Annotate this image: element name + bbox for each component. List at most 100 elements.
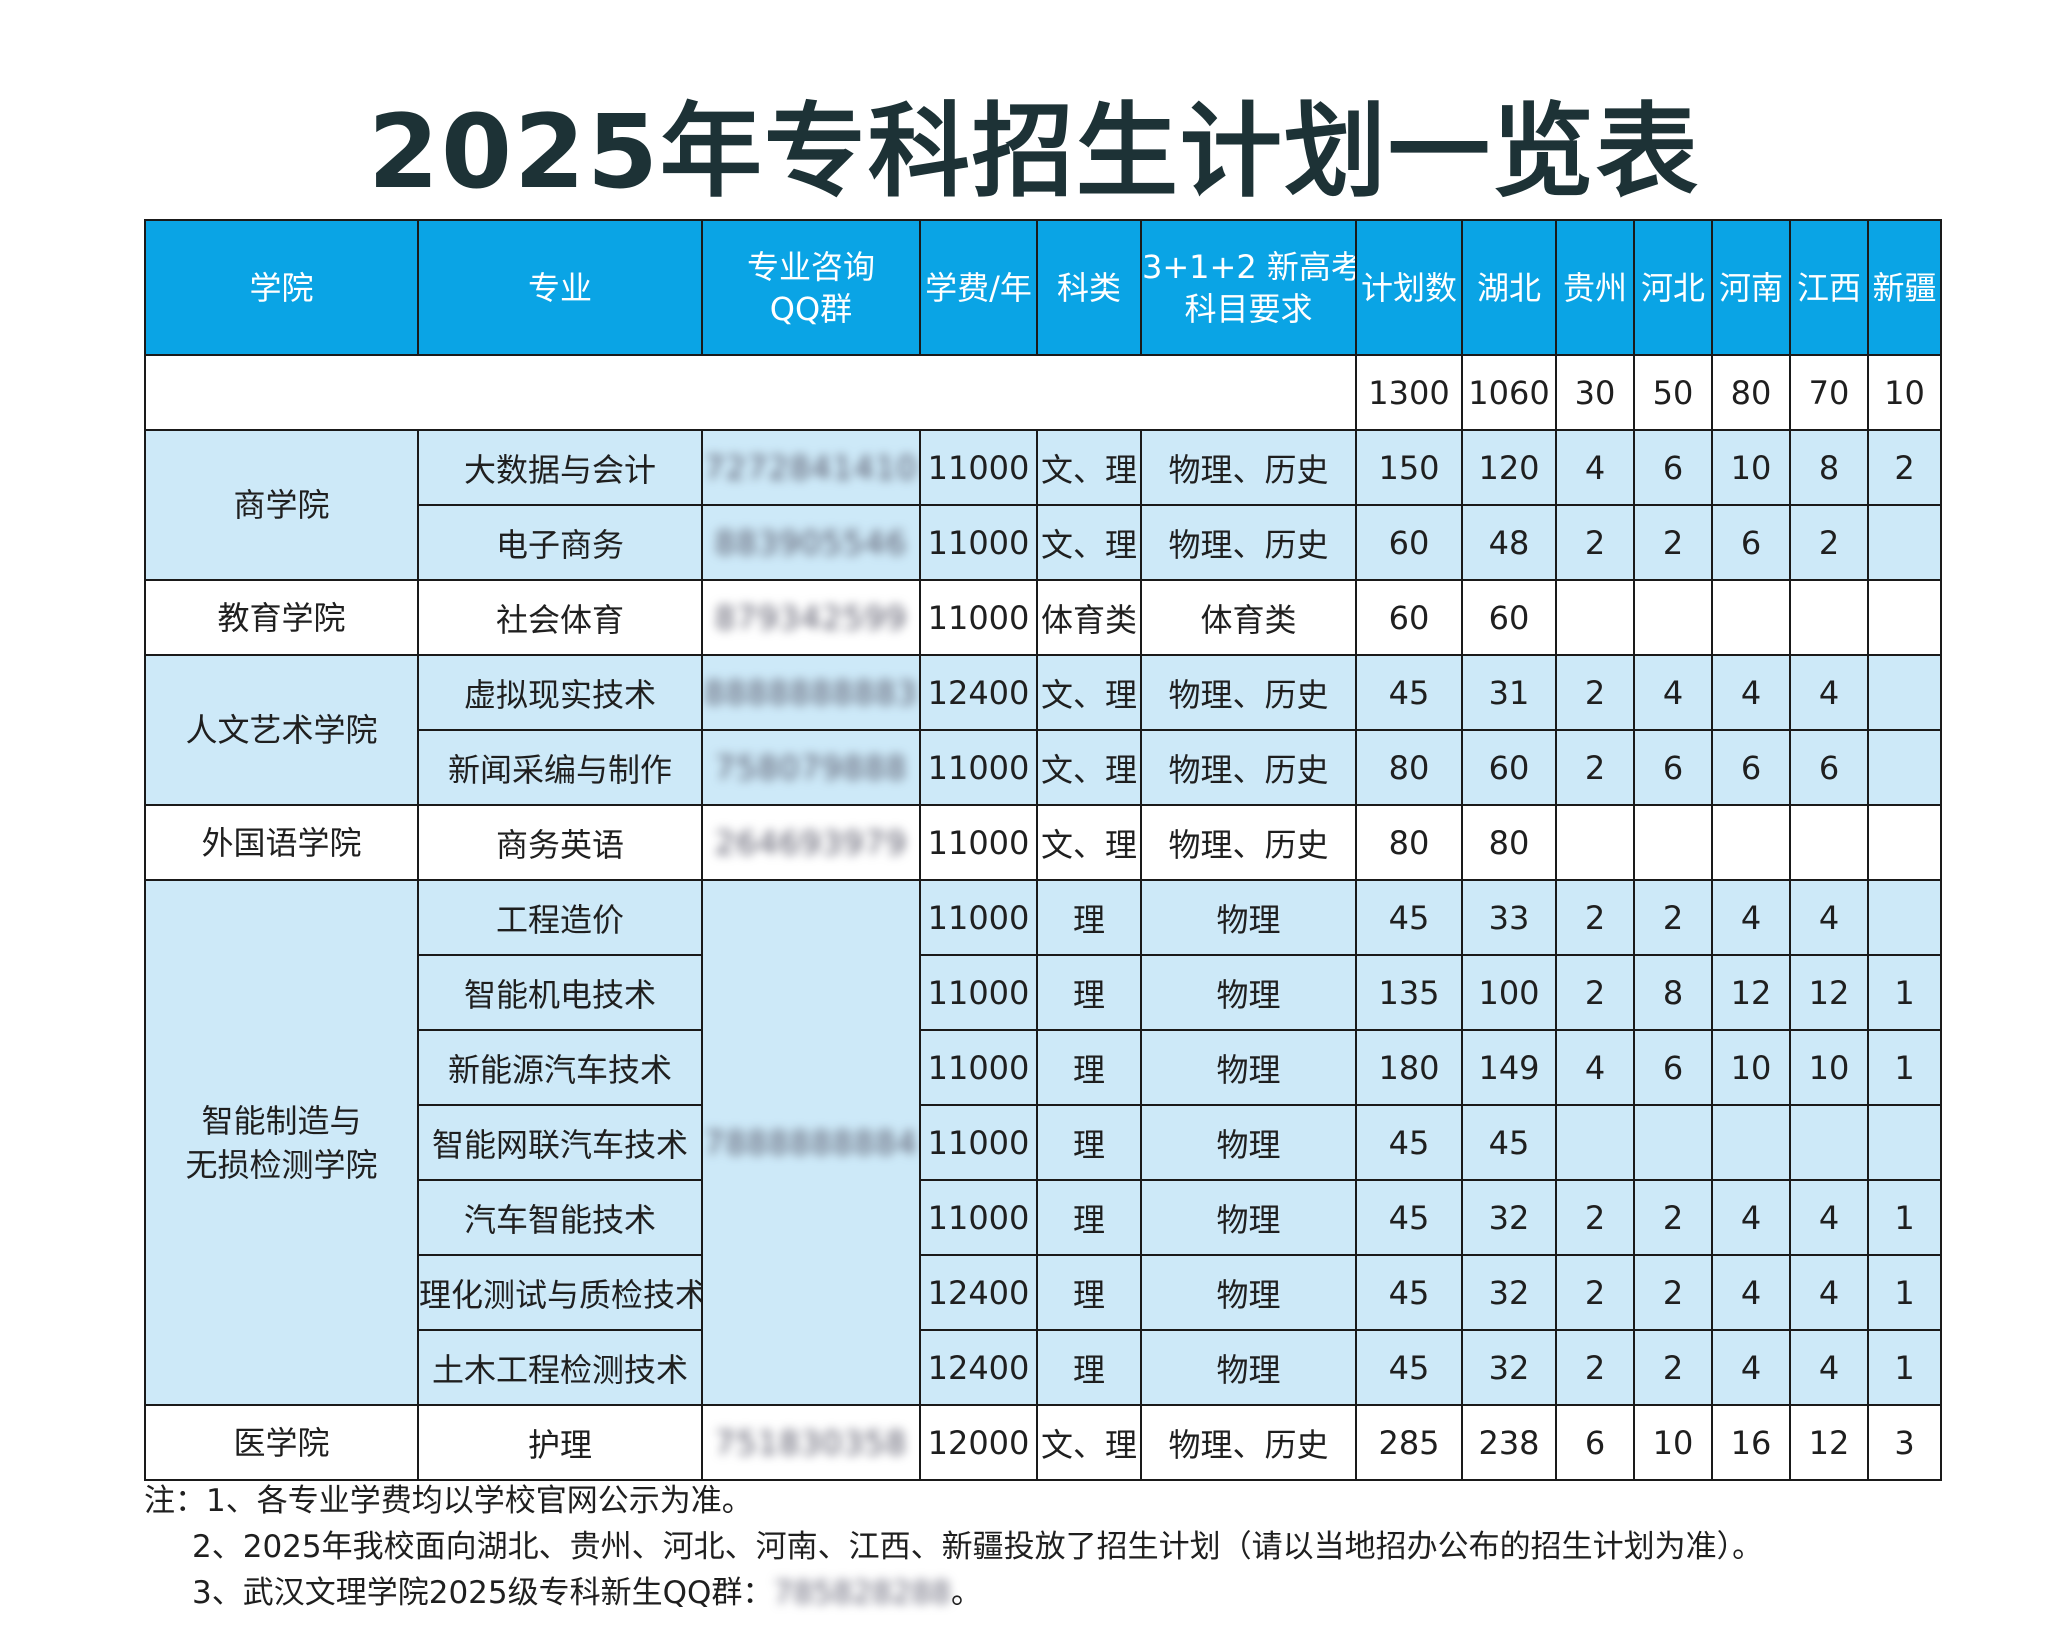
qq-group-number: 883905546 (714, 523, 908, 562)
cell-hubei: 32 (1461, 1179, 1557, 1256)
cell-guizhou: 2 (1555, 1254, 1635, 1331)
note-2: 2、2025年我校面向湖北、贵州、河北、河南、江西、新疆投放了招生计划（请以当地… (192, 1529, 1764, 1565)
cell-subjects: 物理 (1140, 1179, 1357, 1256)
cell-fee: 11000 (919, 1179, 1038, 1256)
total-guizhou: 30 (1555, 354, 1635, 431)
cell-henan: 4 (1711, 1179, 1791, 1256)
cell-guizhou (1555, 579, 1635, 656)
cell-guizhou: 4 (1555, 1029, 1635, 1106)
cell-subjects: 物理、历史 (1140, 654, 1357, 731)
major-name: 新能源汽车技术 (417, 1029, 703, 1106)
cell-fee: 11000 (919, 954, 1038, 1031)
cell-jiangxi: 10 (1789, 1029, 1869, 1106)
table-row: 理化测试与质检技术 12400 理物理 45 32 2 2 4 4 1 (145, 1254, 1942, 1331)
cell-plan: 45 (1355, 1254, 1463, 1331)
qq-group-number: 879342599 (714, 598, 908, 637)
college-name-line: 智能制造与 (201, 1101, 362, 1140)
cell-jiangxi: 12 (1789, 954, 1869, 1031)
cell-hubei: 45 (1461, 1104, 1557, 1181)
cell-hebei: 6 (1633, 1029, 1713, 1106)
cell-jiangxi: 4 (1789, 654, 1869, 731)
college-name-line: 商学院 (233, 486, 330, 524)
total-xinjiang: 10 (1867, 354, 1942, 431)
college-education: 教育学院 (144, 579, 419, 656)
cell-plan: 45 (1355, 1104, 1463, 1181)
table-row: 智能机电技术 11000 理物理 135 100 2 8 12 12 1 (145, 954, 1942, 1031)
cell-hubei: 32 (1461, 1254, 1557, 1331)
cell-subjects: 物理、历史 (1140, 504, 1357, 581)
cell-henan (1711, 804, 1791, 881)
table-row: 医学院 护理 751830358 12000 文、理 物理、历史 285 238 6 10 16 12… (144, 1404, 1942, 1481)
cell-hebei: 6 (1633, 729, 1713, 806)
college-name-line: 教育学院 (217, 598, 346, 637)
cell-category: 理 (1036, 1179, 1142, 1256)
header-subjects: 3+1+2 新高考 科目要求 (1140, 219, 1357, 356)
cell-hubei: 60 (1461, 729, 1557, 806)
college-foreign-languages: 外国语学院 (144, 804, 419, 881)
cell-jiangxi: 2 (1789, 504, 1869, 581)
cell-category: 理 (1036, 1104, 1142, 1181)
table-row: 教育学院 社会体育 879342599 11000 体育类 体育类 60 60 (144, 579, 1942, 656)
cell-plan: 45 (1355, 654, 1463, 731)
cell-xinjiang: 1 (1867, 1329, 1942, 1406)
cell-hebei: 2 (1633, 1179, 1713, 1256)
cell-subjects: 物理、历史 (1140, 1404, 1357, 1481)
cell-subjects: 体育类 (1140, 579, 1357, 656)
cell-guizhou: 4 (1555, 429, 1635, 506)
header-guizhou: 贵州 (1555, 219, 1635, 356)
major-name: 土木工程检测技术 (417, 1329, 703, 1406)
cell-henan: 4 (1711, 879, 1791, 956)
college-intelligent-manufacturing: 智能制造与 无损检测学院 (144, 879, 419, 1406)
major-name: 虚拟现实技术 (417, 654, 703, 731)
cell-fee: 11000 (919, 429, 1038, 506)
major-name: 电子商务 (417, 504, 703, 581)
cell-category: 文、理 (1036, 654, 1142, 731)
table-row: 外国语学院 商务英语 264693979 11000 文、理 物理、历史 80 80 (144, 804, 1942, 881)
cell-henan: 6 (1711, 504, 1791, 581)
cell-plan: 285 (1355, 1404, 1463, 1481)
freshman-qq-number: 785828288 (773, 1575, 951, 1611)
cell-hebei: 2 (1633, 1254, 1713, 1331)
cell-jiangxi: 4 (1789, 1329, 1869, 1406)
cell-plan: 45 (1355, 1179, 1463, 1256)
cell-henan: 6 (1711, 729, 1791, 806)
cell-guizhou: 2 (1555, 1329, 1635, 1406)
qq-group-number: 8888888883 (704, 673, 918, 712)
cell-guizhou: 2 (1555, 729, 1635, 806)
table-row: 土木工程检测技术 12400 理物理 45 32 2 2 4 4 1 (145, 1329, 1942, 1406)
cell-hubei: 60 (1461, 579, 1557, 656)
cell-jiangxi (1789, 579, 1869, 656)
header-qq-line2: QQ群 (769, 289, 853, 328)
cell-fee: 11000 (919, 1029, 1038, 1106)
major-name: 社会体育 (417, 579, 703, 656)
header-row: 学院 专业 专业咨询 QQ群 学费/年 科类 3+1+2 新高考 科目要求 计划… (144, 219, 1942, 356)
header-henan: 河南 (1711, 219, 1791, 356)
cell-subjects: 物理、历史 (1140, 729, 1357, 806)
total-plan: 1300 (1355, 354, 1463, 431)
cell-category: 文、理 (1036, 729, 1142, 806)
major-name: 智能机电技术 (417, 954, 703, 1031)
cell-subjects: 物理 (1140, 1254, 1357, 1331)
cell-hubei: 238 (1461, 1404, 1557, 1481)
major-name: 工程造价 (417, 879, 703, 956)
table-row: 新闻采编与制作 758079888 11000 文、理 物理、历史 80 60 2 6 6 6 (145, 729, 1942, 806)
cell-fee: 12400 (919, 654, 1038, 731)
qq-group-cell: 7888888884 (701, 879, 921, 1406)
totals-blank-cell (144, 354, 1357, 431)
cell-category: 理 (1036, 954, 1142, 1031)
cell-plan: 150 (1355, 429, 1463, 506)
notes: 注：1、各专业学费均以学校官网公示为准。 2、2025年我校面向湖北、贵州、河北… (144, 1478, 1944, 1616)
cell-jiangxi: 4 (1789, 1179, 1869, 1256)
cell-subjects: 物理 (1140, 954, 1357, 1031)
cell-hebei (1633, 1104, 1713, 1181)
cell-hubei: 120 (1461, 429, 1557, 506)
cell-hubei: 149 (1461, 1029, 1557, 1106)
qq-group-number: 751830358 (714, 1423, 908, 1462)
cell-hebei (1633, 804, 1713, 881)
cell-xinjiang: 2 (1867, 429, 1942, 506)
college-business: 商学院 (144, 429, 419, 581)
cell-henan: 10 (1711, 1029, 1791, 1106)
note-3-text: 3、武汉文理学院2025级专科新生QQ群： (192, 1575, 774, 1611)
table-row: 汽车智能技术 11000 理物理 45 32 2 2 4 4 1 (145, 1179, 1942, 1256)
